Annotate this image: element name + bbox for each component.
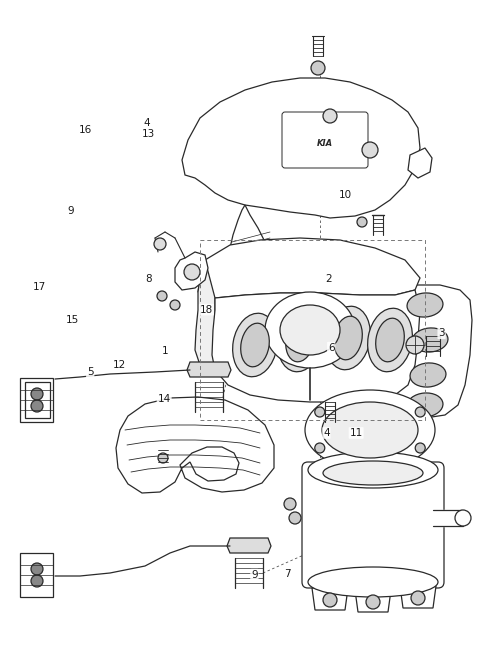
Polygon shape bbox=[198, 238, 420, 298]
Circle shape bbox=[323, 109, 337, 123]
Text: 4: 4 bbox=[143, 118, 150, 129]
Ellipse shape bbox=[368, 308, 412, 372]
Polygon shape bbox=[20, 553, 53, 597]
Ellipse shape bbox=[407, 293, 443, 317]
Circle shape bbox=[289, 512, 301, 524]
Ellipse shape bbox=[455, 510, 471, 526]
Circle shape bbox=[366, 595, 380, 609]
Circle shape bbox=[362, 142, 378, 158]
Text: KIA: KIA bbox=[317, 138, 333, 148]
Circle shape bbox=[31, 400, 43, 412]
Ellipse shape bbox=[322, 402, 418, 458]
Polygon shape bbox=[385, 285, 472, 418]
FancyBboxPatch shape bbox=[282, 112, 368, 168]
Text: 4: 4 bbox=[323, 428, 330, 438]
Ellipse shape bbox=[240, 323, 269, 367]
Circle shape bbox=[315, 407, 325, 417]
Polygon shape bbox=[355, 590, 391, 612]
Text: 12: 12 bbox=[112, 360, 126, 371]
Ellipse shape bbox=[376, 318, 404, 362]
Text: 5: 5 bbox=[87, 367, 94, 377]
Ellipse shape bbox=[407, 393, 443, 417]
Ellipse shape bbox=[286, 318, 314, 362]
FancyBboxPatch shape bbox=[302, 462, 444, 588]
Polygon shape bbox=[116, 397, 274, 493]
Ellipse shape bbox=[280, 305, 340, 355]
Polygon shape bbox=[195, 260, 215, 370]
Text: 16: 16 bbox=[79, 125, 92, 135]
Ellipse shape bbox=[233, 314, 277, 377]
Text: 10: 10 bbox=[339, 190, 352, 200]
Text: 9: 9 bbox=[251, 569, 258, 580]
Circle shape bbox=[415, 443, 425, 453]
Text: 14: 14 bbox=[157, 394, 171, 404]
Polygon shape bbox=[312, 588, 348, 610]
Circle shape bbox=[158, 453, 168, 463]
Text: 7: 7 bbox=[284, 569, 290, 579]
Polygon shape bbox=[227, 538, 271, 553]
Text: 11: 11 bbox=[349, 428, 363, 438]
Ellipse shape bbox=[308, 567, 438, 597]
Text: 2: 2 bbox=[325, 274, 332, 284]
Polygon shape bbox=[400, 586, 436, 608]
Circle shape bbox=[31, 388, 43, 400]
Polygon shape bbox=[212, 290, 420, 402]
Ellipse shape bbox=[410, 363, 446, 387]
Bar bbox=[200, 240, 425, 420]
Polygon shape bbox=[408, 148, 432, 178]
Text: 17: 17 bbox=[33, 281, 46, 292]
Circle shape bbox=[357, 217, 367, 227]
Circle shape bbox=[284, 498, 296, 510]
Polygon shape bbox=[25, 382, 50, 418]
Polygon shape bbox=[175, 252, 208, 290]
Text: 8: 8 bbox=[145, 274, 152, 284]
Circle shape bbox=[415, 407, 425, 417]
Ellipse shape bbox=[308, 452, 438, 488]
Circle shape bbox=[31, 563, 43, 575]
Ellipse shape bbox=[323, 461, 423, 485]
Circle shape bbox=[315, 443, 325, 453]
Circle shape bbox=[170, 300, 180, 310]
Polygon shape bbox=[433, 510, 463, 526]
Ellipse shape bbox=[305, 390, 435, 470]
Circle shape bbox=[31, 575, 43, 587]
Circle shape bbox=[184, 264, 200, 280]
Text: 15: 15 bbox=[65, 315, 79, 325]
Polygon shape bbox=[20, 378, 53, 422]
Ellipse shape bbox=[265, 292, 355, 368]
Circle shape bbox=[154, 238, 166, 250]
Ellipse shape bbox=[325, 306, 371, 370]
Circle shape bbox=[323, 593, 337, 607]
Text: 3: 3 bbox=[438, 328, 445, 338]
Text: 9: 9 bbox=[68, 206, 74, 216]
Polygon shape bbox=[187, 362, 231, 377]
Circle shape bbox=[157, 291, 167, 301]
Polygon shape bbox=[230, 205, 272, 278]
Text: 18: 18 bbox=[200, 304, 213, 315]
Polygon shape bbox=[182, 78, 420, 218]
Ellipse shape bbox=[277, 308, 323, 372]
Text: 1: 1 bbox=[162, 346, 169, 356]
Text: 6: 6 bbox=[328, 342, 335, 353]
Ellipse shape bbox=[412, 328, 448, 352]
Text: 13: 13 bbox=[142, 129, 156, 140]
Ellipse shape bbox=[334, 316, 362, 359]
Circle shape bbox=[406, 336, 424, 354]
Circle shape bbox=[311, 61, 325, 75]
Circle shape bbox=[411, 591, 425, 605]
